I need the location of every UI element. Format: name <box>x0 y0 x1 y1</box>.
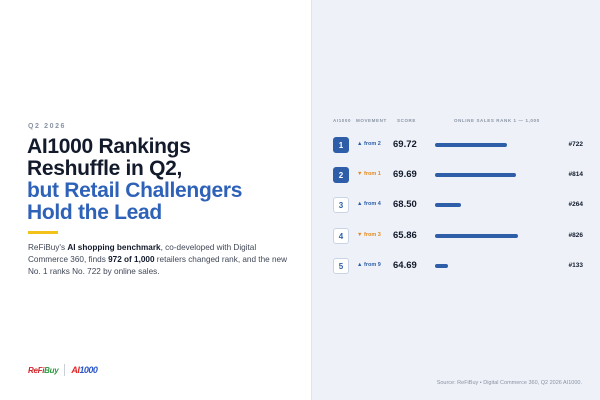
desc-bold-1: AI shopping benchmark <box>67 243 161 252</box>
rank-badge: 3 <box>333 197 349 213</box>
desc-text-1: ReFiBuy's <box>28 243 68 252</box>
accent-divider <box>28 231 58 234</box>
movement-text: from 1 <box>363 171 381 177</box>
col-header-score: SCORE <box>397 118 417 123</box>
table-row: 3 ▲ from 4 68.50 #264 <box>333 197 583 215</box>
arrow-up-icon: ▲ <box>357 201 363 207</box>
source-note: Source: ReFiBuy • Digital Commerce 360, … <box>436 380 582 386</box>
arrow-up-icon: ▲ <box>357 262 363 268</box>
col-header-rank: AI1000 <box>333 118 352 123</box>
left-panel: Q2 2026 AI1000 Rankings Reshuffle in Q2,… <box>27 123 307 377</box>
movement-indicator: ▼ from 3 <box>357 232 381 238</box>
ai1000-logo-a: AI <box>71 365 80 375</box>
movement-indicator: ▼ from 1 <box>357 171 381 177</box>
movement-indicator: ▲ from 4 <box>357 201 381 207</box>
arrow-up-icon: ▲ <box>357 141 363 147</box>
table-row: 1 ▲ from 2 69.72 #722 <box>333 137 583 155</box>
movement-indicator: ▲ from 9 <box>357 262 381 268</box>
movement-text: from 4 <box>363 201 381 207</box>
page-title: AI1000 Rankings Reshuffle in Q2, but Ret… <box>27 136 307 224</box>
score-value: 64.69 <box>393 260 417 271</box>
score-value: 68.50 <box>393 199 417 210</box>
ranking-panel <box>311 0 600 400</box>
title-line-4: Hold the Lead <box>27 201 162 224</box>
logo-row: ReFiBuy AI1000 <box>28 363 98 377</box>
ai1000-logo-b: 1000 <box>79 365 98 375</box>
arrow-down-icon: ▼ <box>357 232 363 238</box>
sales-rank-label: #133 <box>568 262 583 269</box>
title-line-3: but Retail Challengers <box>27 179 243 202</box>
movement-text: from 9 <box>363 262 381 268</box>
table-row: 5 ▲ from 9 64.69 #133 <box>333 258 583 276</box>
logo-divider <box>64 364 66 376</box>
desc-bold-2: 972 of 1,000 <box>108 255 155 264</box>
description: ReFiBuy's AI shopping benchmark, co-deve… <box>28 242 298 278</box>
rank-badge: 1 <box>333 137 349 153</box>
movement-indicator: ▲ from 2 <box>357 141 381 147</box>
col-header-movement: MOVEMENT <box>356 118 387 123</box>
ai1000-logo: AI1000 <box>71 365 98 375</box>
movement-text: from 3 <box>363 232 381 238</box>
rank-badge: 2 <box>333 167 349 183</box>
sales-rank-label: #826 <box>568 232 583 239</box>
eyebrow-label: Q2 2026 <box>28 123 67 130</box>
sales-rank-bar <box>435 264 448 268</box>
desc-text-2: , co-developed with Digital Commerce 360… <box>28 243 257 264</box>
table-row: 2 ▼ from 1 69.69 #814 <box>333 167 583 185</box>
rank-badge: 4 <box>333 228 349 244</box>
title-line-2: Reshuffle in Q2, <box>27 157 183 180</box>
sales-rank-label: #722 <box>568 141 583 148</box>
refibuy-logo-a: ReFi <box>28 365 45 375</box>
desc-text-3: retailers changed rank, and the new No. … <box>28 255 287 276</box>
table-row: 4 ▼ from 3 65.86 #826 <box>333 228 583 246</box>
refibuy-logo-b: Buy <box>44 365 59 375</box>
movement-text: from 2 <box>363 141 381 147</box>
sales-rank-bar <box>435 234 518 238</box>
refibuy-logo: ReFiBuy <box>28 365 59 375</box>
sales-rank-label: #814 <box>568 171 583 178</box>
score-value: 69.69 <box>393 169 417 180</box>
sales-rank-bar <box>435 143 507 147</box>
arrow-down-icon: ▼ <box>357 171 363 177</box>
col-header-sales-rank: ONLINE SALES RANK 1 — 1,000 <box>454 118 540 123</box>
title-line-1: AI1000 Rankings <box>27 135 191 158</box>
rank-badge: 5 <box>333 258 349 274</box>
score-value: 65.86 <box>393 230 417 241</box>
sales-rank-bar <box>435 203 461 207</box>
sales-rank-bar <box>435 173 516 177</box>
score-value: 69.72 <box>393 139 417 150</box>
sales-rank-label: #264 <box>568 201 583 208</box>
